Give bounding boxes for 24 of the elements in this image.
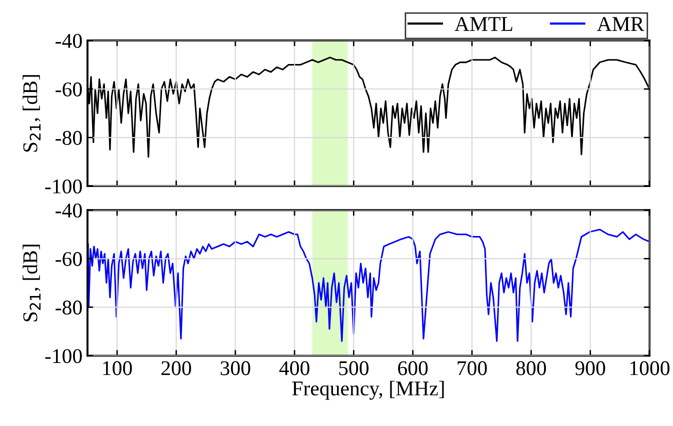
x-tick-label: 900 — [575, 361, 606, 376]
y-tick-label: -80 — [56, 300, 82, 315]
x-tick-label: 100 — [103, 361, 132, 376]
y-tick-label: -100 — [45, 349, 82, 364]
y-tick-label: -40 — [56, 34, 82, 48]
y-tick-label: -80 — [56, 130, 82, 145]
x-tick-label: 300 — [220, 361, 250, 376]
x-tick-label: 500 — [339, 361, 369, 376]
y-tick-label: -60 — [56, 82, 82, 96]
y-tick-label: -40 — [56, 203, 82, 218]
y-tick-label: -100 — [45, 179, 82, 194]
line-series — [87, 228, 650, 342]
legend-label: AMTL — [454, 17, 512, 31]
x-tick-label: 400 — [279, 361, 310, 376]
x-tick-label: 800 — [516, 361, 546, 376]
y-axis-title: S$_{21}$, [dB] — [22, 244, 41, 322]
y-tick-label: -60 — [56, 252, 82, 266]
x-tick-label: 200 — [162, 361, 192, 376]
x-tick-label: 700 — [458, 361, 487, 376]
x-axis-title: Frequency, [MHz] — [292, 380, 444, 400]
y-axis-title: S$_{21}$, [dB] — [22, 75, 41, 152]
x-tick-label: 1000 — [630, 361, 670, 376]
legend-label: AMR — [596, 17, 644, 31]
x-tick-label: 600 — [398, 361, 428, 376]
